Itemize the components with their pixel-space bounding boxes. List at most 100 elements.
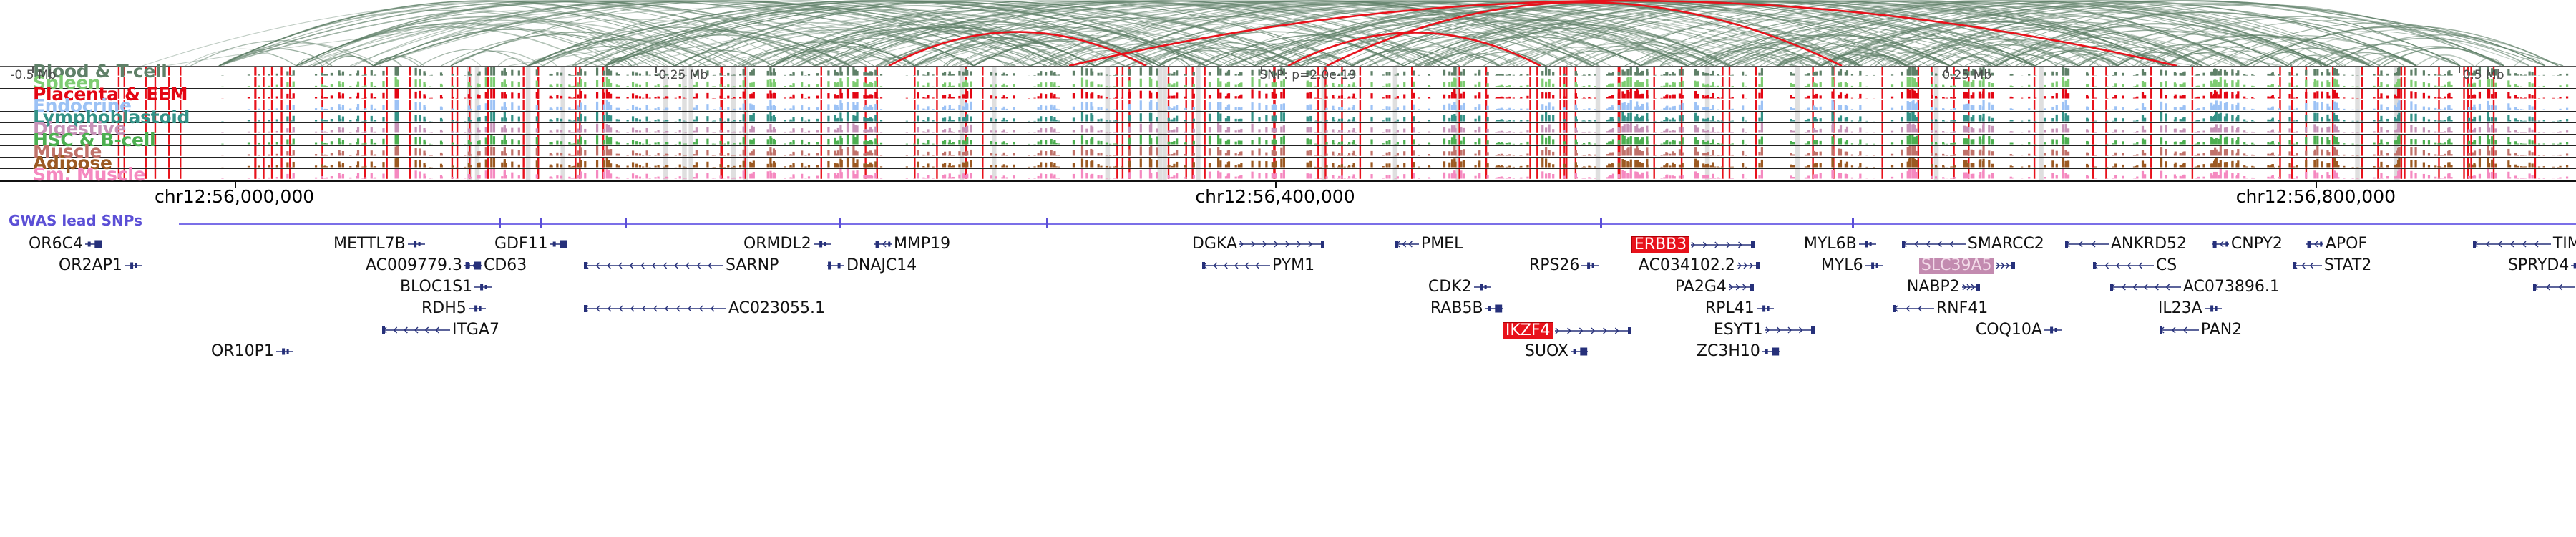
gene-name-label[interactable]: AC073896.1 — [2182, 278, 2280, 296]
gene-name-label[interactable]: DGKA — [1191, 235, 1237, 253]
gene-name-label[interactable]: OR10P1 — [210, 342, 274, 360]
gene-name-label[interactable]: AC034102.2 — [1638, 256, 1735, 274]
gene-name-label[interactable]: METTL7B — [333, 235, 406, 253]
gene-name-label[interactable]: MMP19 — [893, 235, 951, 253]
gene-name-label[interactable]: CD63 — [483, 256, 527, 274]
gene-name-label[interactable]: STAT2 — [2323, 256, 2372, 274]
axis-tick — [1275, 180, 1277, 188]
gene-name-label[interactable]: PAN2 — [2200, 321, 2243, 339]
gene-name-label[interactable]: TIMELESS — [2552, 235, 2576, 253]
gene-name-label[interactable]: SARNP — [725, 256, 779, 274]
gene-name-label[interactable]: CNPY2 — [2230, 235, 2283, 253]
gene-annotation[interactable]: MIP — [2532, 279, 2576, 295]
gene-annotation[interactable]: PAN2 — [2159, 321, 2243, 339]
gene-name-label[interactable]: BLOC1S1 — [399, 278, 473, 296]
gene-name-label[interactable]: ANKRD52 — [2110, 235, 2187, 253]
gene-name-label[interactable]: PA2G4 — [1674, 278, 1727, 296]
gene-annotation[interactable]: RAB5B — [1430, 301, 1503, 316]
gwas-lead-snp-marker[interactable] — [499, 218, 502, 228]
gene-name-label[interactable]: MYL6B — [1803, 235, 1857, 253]
gene-name-label[interactable]: AC023055.1 — [728, 299, 825, 317]
gene-name-label[interactable]: SLC39A5 — [1918, 258, 1994, 274]
gwas-lead-snp-marker[interactable] — [1600, 218, 1603, 228]
gene-name-label[interactable]: IL23A — [2157, 299, 2202, 317]
gwas-lead-snp-marker[interactable] — [838, 218, 841, 228]
gene-annotation[interactable]: MYL6 — [1820, 258, 1883, 274]
gene-annotation[interactable]: PA2G4 — [1674, 279, 1754, 295]
gene-name-label[interactable]: OR2AP1 — [58, 256, 122, 274]
gwas-lead-snp-marker[interactable] — [540, 218, 542, 228]
gene-name-label[interactable]: RPL41 — [1704, 299, 1755, 317]
gene-name-label[interactable]: RNF41 — [1936, 299, 1989, 317]
gene-name-label[interactable]: PYM1 — [1272, 256, 1315, 274]
gene-annotation[interactable]: CD63 — [464, 258, 527, 274]
gene-annotation[interactable]: APOF — [2306, 236, 2368, 252]
gene-annotation[interactable]: DNAJC14 — [826, 258, 917, 274]
gene-annotation[interactable]: AC023055.1 — [583, 299, 826, 317]
gene-annotation[interactable]: PMEL — [1395, 236, 1463, 252]
gene-annotation[interactable]: RPS26 — [1528, 258, 1600, 274]
gene-annotation[interactable]: CNPY2 — [2211, 236, 2283, 252]
gene-name-label[interactable]: SMARCC2 — [1967, 235, 2044, 253]
gene-annotation[interactable]: IL23A — [2157, 301, 2223, 316]
gene-name-label[interactable]: AC009779.3 — [365, 256, 462, 274]
gene-name-label[interactable]: ESYT1 — [1713, 321, 1763, 339]
gene-annotation[interactable]: ORMDL2 — [743, 236, 831, 252]
gwas-lead-snp-marker[interactable] — [625, 218, 628, 228]
gene-annotation[interactable]: SUOX — [1524, 344, 1589, 359]
gene-annotation[interactable]: ZC3H10 — [1696, 344, 1780, 359]
gene-name-label[interactable]: CS — [2155, 256, 2177, 274]
gene-annotation[interactable]: DGKA — [1191, 236, 1324, 252]
gene-annotation[interactable]: OR2AP1 — [58, 258, 142, 274]
gene-annotation[interactable]: ESYT1 — [1713, 322, 1815, 338]
gene-annotation[interactable]: ERBB3 — [1631, 236, 1755, 253]
gene-annotation[interactable]: MMP19 — [874, 236, 951, 252]
gene-annotation[interactable]: COQ10A — [1975, 322, 2062, 338]
gene-annotation[interactable]: TIMELESS — [2472, 235, 2576, 253]
gene-name-label[interactable]: GDF11 — [494, 235, 548, 253]
gene-name-label[interactable]: PMEL — [1420, 235, 1463, 253]
gene-name-label[interactable]: SUOX — [1524, 342, 1568, 360]
gene-annotation[interactable]: ITGA7 — [381, 321, 500, 339]
gwas-lead-snp-marker[interactable] — [1851, 218, 1854, 228]
gene-annotation[interactable]: MYL6B — [1803, 236, 1877, 252]
gene-annotation[interactable]: SLC39A5 — [1918, 258, 2015, 274]
gene-name-label[interactable]: OR6C4 — [28, 235, 83, 253]
gene-name-label[interactable]: CDK2 — [1428, 278, 1472, 296]
gene-name-label[interactable]: ERBB3 — [1631, 236, 1690, 253]
gene-annotation[interactable]: CS — [2092, 256, 2177, 274]
gene-name-label[interactable]: RDH5 — [421, 299, 467, 317]
gene-name-label[interactable]: NABP2 — [1906, 278, 1960, 296]
gene-annotation[interactable]: AC034102.2 — [1638, 258, 1760, 274]
gene-name-label[interactable]: IKZF4 — [1502, 322, 1553, 339]
gene-name-label[interactable]: RAB5B — [1430, 299, 1483, 317]
gene-name-label[interactable]: SPRYD4 — [2507, 256, 2570, 274]
gene-annotation[interactable]: AC073896.1 — [2109, 278, 2280, 296]
gene-name-label[interactable]: COQ10A — [1975, 321, 2042, 339]
gene-annotation[interactable]: CDK2 — [1428, 279, 1492, 295]
gene-name-label[interactable]: DNAJC14 — [846, 256, 917, 274]
gene-name-label[interactable]: ITGA7 — [452, 321, 499, 339]
gene-annotation[interactable]: BLOC1S1 — [399, 279, 492, 295]
gene-annotation[interactable]: RPL41 — [1704, 301, 1775, 316]
gene-name-label[interactable]: ZC3H10 — [1696, 342, 1760, 360]
gene-annotation[interactable]: METTL7B — [333, 236, 426, 252]
gene-annotation[interactable]: SARNP — [583, 256, 779, 274]
gene-annotation[interactable]: STAT2 — [2292, 256, 2372, 274]
gene-annotation[interactable]: OR10P1 — [210, 344, 294, 359]
gene-name-label[interactable]: APOF — [2325, 235, 2368, 253]
gene-annotation[interactable]: OR6C4 — [28, 236, 103, 252]
gwas-lead-snp-marker[interactable] — [1045, 218, 1048, 228]
gene-annotation[interactable]: NABP2 — [1906, 279, 1980, 295]
gene-annotation[interactable]: PYM1 — [1201, 256, 1315, 274]
gene-annotation[interactable]: SMARCC2 — [1901, 235, 2045, 253]
gene-annotation[interactable]: SPRYD4 — [2507, 258, 2576, 274]
gene-annotation[interactable]: ANKRD52 — [2064, 235, 2187, 253]
gene-annotation[interactable]: IKZF4 — [1502, 322, 1631, 339]
gene-name-label[interactable]: MYL6 — [1820, 256, 1863, 274]
gene-annotation[interactable]: RDH5 — [421, 301, 487, 316]
gene-annotation[interactable]: GDF11 — [494, 236, 568, 252]
gene-name-label[interactable]: ORMDL2 — [743, 235, 811, 253]
gene-annotation[interactable]: RNF41 — [1893, 301, 1989, 316]
gene-name-label[interactable]: RPS26 — [1528, 256, 1580, 274]
